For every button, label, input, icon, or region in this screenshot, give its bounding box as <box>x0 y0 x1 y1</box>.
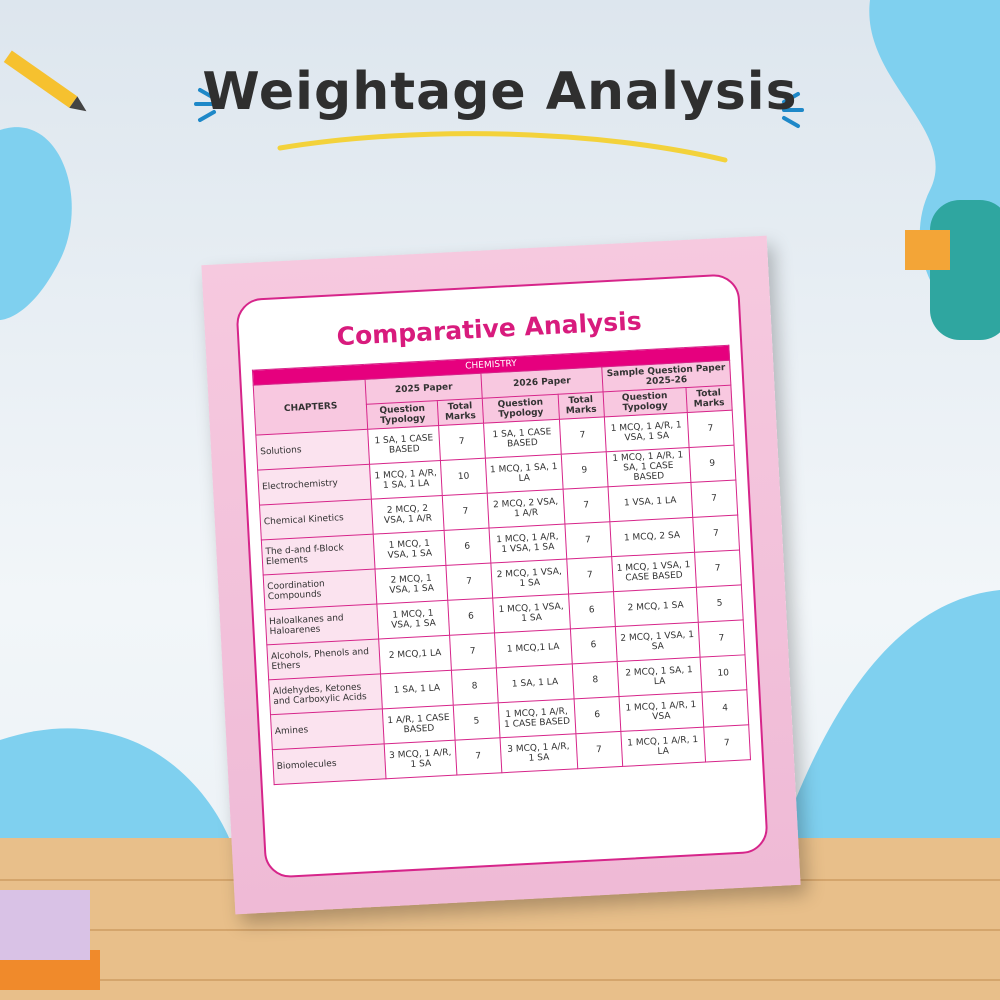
typology: 1 MCQ,1 LA <box>494 628 572 668</box>
marks: 7 <box>441 493 490 531</box>
typology: 1 A/R, 1 CASE BASED <box>382 705 455 744</box>
marks: 7 <box>445 563 493 601</box>
col-header: Total Marks <box>436 398 484 426</box>
typology: 2 MCQ, 1 SA, 1 LA <box>617 657 702 697</box>
typology: 2 MCQ, 1 VSA, 1 SA <box>490 559 569 598</box>
paper: Comparative Analysis CHEMISTRY CHAPTERS … <box>201 235 801 915</box>
typology: 1 MCQ, 1 A/R, 1 LA <box>620 727 706 767</box>
typology: 1 SA, 1 LA <box>496 663 574 703</box>
marks: 7 <box>686 410 735 448</box>
typology: 2 MCQ, 1 SA <box>613 587 698 627</box>
chapter: Coordination Compounds <box>263 569 378 610</box>
chapter: Amines <box>270 708 385 750</box>
typology: 1 MCQ, 1 VSA, 1 SA <box>373 530 446 570</box>
marks: 5 <box>696 584 744 623</box>
marks: 7 <box>690 480 738 518</box>
table-body: Solutions 1 SA, 1 CASE BASED 7 1 SA, 1 CASE… <box>255 410 751 785</box>
books <box>0 890 100 990</box>
marks: 7 <box>694 549 742 588</box>
marks: 7 <box>575 731 623 769</box>
typology: 1 MCQ, 1 A/R, 1 VSA <box>618 692 704 732</box>
analysis-table: CHEMISTRY CHAPTERS 2025 Paper 2026 Paper… <box>252 345 751 785</box>
typology: 3 MCQ, 1 A/R, 1 SA <box>384 740 457 779</box>
heading: Weightage Analysis <box>202 62 798 122</box>
marks: 7 <box>562 486 610 525</box>
col-header: Total Marks <box>557 391 605 420</box>
typology: 2 MCQ, 1 VSA, 1 SA <box>615 622 700 662</box>
typology: 2 MCQ,1 LA <box>379 635 452 674</box>
card: Comparative Analysis CHEMISTRY CHAPTERS … <box>235 273 769 879</box>
marks: 10 <box>699 654 747 693</box>
marks: 7 <box>559 416 607 455</box>
chapter: Alcohols, Phenols and Ethers <box>266 638 381 680</box>
marks: 9 <box>560 451 608 490</box>
marks: 8 <box>571 661 619 699</box>
typology: 2 MCQ, 1 VSA, 1 SA <box>375 565 448 605</box>
marks: 7 <box>566 556 614 595</box>
marks: 7 <box>697 619 746 658</box>
marks: 5 <box>452 702 501 741</box>
blob <box>780 590 1000 840</box>
marks: 7 <box>454 737 502 776</box>
typology: 1 MCQ, 1 A/R, 1 VSA, 1 SA <box>604 412 689 452</box>
typology: 1 MCQ, 1 A/R, 1 SA, 1 LA <box>369 460 442 500</box>
chapter: Solutions <box>255 429 370 471</box>
typology: 2 MCQ, 2 VSA, 1 A/R <box>371 495 444 535</box>
typology: 1 SA, 1 CASE BASED <box>368 425 441 465</box>
chapter: Electrochemistry <box>257 464 372 506</box>
chapter: Aldehydes, Ketones and Carboxylic Acids <box>268 673 383 715</box>
marks: 6 <box>568 591 616 629</box>
marks: 7 <box>449 632 497 671</box>
marks: 6 <box>443 528 491 566</box>
typology: 1 SA, 1 CASE BASED <box>483 419 561 459</box>
col-header: Total Marks <box>685 385 733 413</box>
typology: 1 MCQ, 2 SA <box>609 517 695 557</box>
col-header: Question Typology <box>366 400 439 430</box>
blob <box>0 728 230 840</box>
marks: 6 <box>447 597 495 636</box>
pencil <box>3 50 87 112</box>
chapter: Biomolecules <box>272 743 387 785</box>
typology: 1 MCQ, 1 SA, 1 LA <box>485 454 563 494</box>
marks: 10 <box>440 458 488 496</box>
chapter: The d-and f-Block Elements <box>261 534 376 575</box>
typology: 1 SA, 1 LA <box>380 670 453 709</box>
typology: 1 MCQ, 1 A/R, 1 VSA, 1 SA <box>489 524 567 564</box>
typology: 1 MCQ, 1 VSA, 1 CASE BASED <box>611 552 697 592</box>
typology: 1 MCQ, 1 A/R, 1 SA, 1 CASE BASED <box>606 447 691 487</box>
marks: 6 <box>570 626 618 664</box>
marks: 7 <box>438 423 486 461</box>
typology: 1 MCQ, 1 VSA, 1 SA <box>377 600 450 639</box>
underline <box>277 131 728 163</box>
marks: 9 <box>688 445 736 483</box>
blob <box>0 127 72 320</box>
marks: 8 <box>451 667 499 706</box>
backpack <box>905 200 1000 340</box>
marks: 6 <box>573 696 621 734</box>
col-header: CHAPTERS <box>253 379 369 436</box>
marks: 7 <box>703 724 751 763</box>
marks: 7 <box>692 515 740 553</box>
typology: 1 MCQ, 1 A/R, 1 CASE BASED <box>498 698 576 738</box>
typology: 1 VSA, 1 LA <box>607 482 693 522</box>
typology: 1 MCQ, 1 VSA, 1 SA <box>492 594 571 633</box>
marks: 4 <box>701 689 749 728</box>
marks: 7 <box>564 521 612 560</box>
typology: 3 MCQ, 1 A/R, 1 SA <box>500 733 578 773</box>
chapter: Chemical Kinetics <box>259 499 374 540</box>
sparks <box>194 88 804 128</box>
chapter: Haloalkanes and Haloarenes <box>265 604 380 645</box>
typology: 2 MCQ, 2 VSA, 1 A/R <box>487 489 565 529</box>
